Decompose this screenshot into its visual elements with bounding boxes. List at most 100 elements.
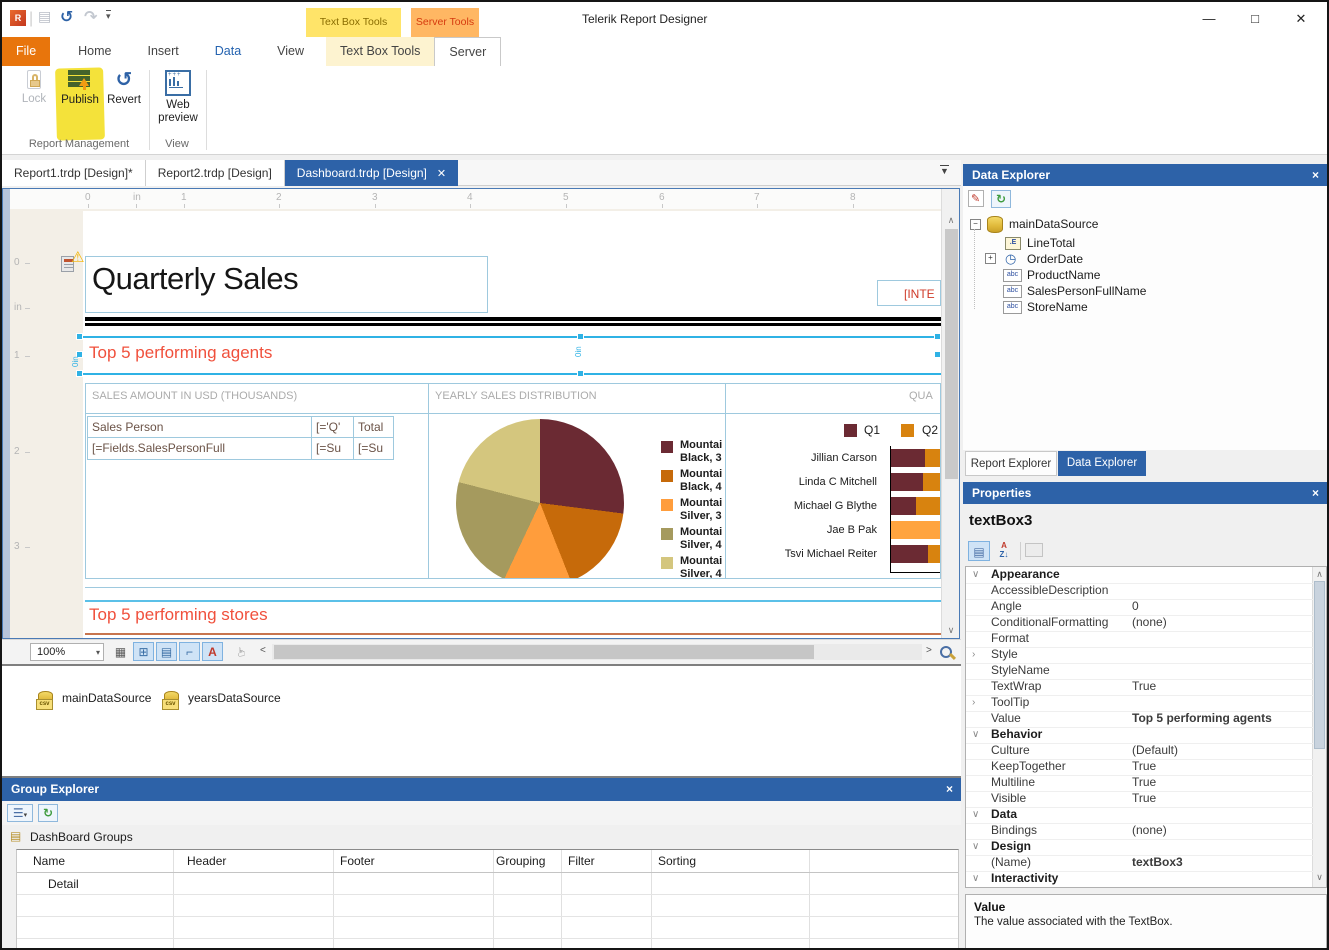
- property-row[interactable]: ›Style: [966, 647, 1314, 664]
- close-icon[interactable]: ×: [946, 778, 953, 800]
- group-table[interactable]: Detail NameHeaderFooterGroupingFilterSor…: [16, 849, 959, 950]
- selection-handle[interactable]: [934, 333, 941, 340]
- property-grid[interactable]: ∧ ∨ ∨AppearanceAccessibleDescriptionAngl…: [965, 566, 1327, 888]
- scrollbar-thumb[interactable]: [274, 645, 814, 659]
- table-header-cell[interactable]: Total: [353, 416, 394, 438]
- property-value[interactable]: True: [1132, 759, 1156, 774]
- property-row[interactable]: ›ToolTip: [966, 695, 1314, 712]
- edit-datasource-icon[interactable]: ✎: [968, 190, 984, 207]
- ribbon-tab-file[interactable]: File: [2, 37, 50, 66]
- redo-icon[interactable]: ↷: [84, 7, 97, 27]
- property-value[interactable]: (none): [1132, 615, 1167, 630]
- scroll-left-icon[interactable]: <: [260, 645, 266, 656]
- selection-handle[interactable]: [76, 370, 83, 377]
- tab-data-explorer[interactable]: Data Explorer: [1058, 451, 1146, 476]
- property-category-row[interactable]: ∨Interactivity: [966, 871, 1314, 888]
- chevron-down-icon[interactable]: ∨: [972, 807, 979, 822]
- interactive-textbox[interactable]: [INTE: [877, 280, 941, 306]
- property-category-row[interactable]: ∨Behavior: [966, 727, 1314, 744]
- ribbon-tab-home[interactable]: Home: [64, 37, 125, 66]
- property-value[interactable]: True: [1132, 791, 1156, 806]
- property-row[interactable]: Culture(Default): [966, 743, 1314, 760]
- sales-table-panel[interactable]: Sales Person [='Q' Total [=Fields.SalesP…: [85, 413, 429, 579]
- tree-node-root[interactable]: mainDataSource: [1009, 217, 1098, 231]
- property-value[interactable]: textBox3: [1132, 855, 1183, 870]
- scrollbar-thumb[interactable]: [1314, 581, 1325, 749]
- scroll-down-icon[interactable]: ∨: [1313, 872, 1326, 883]
- maximize-button[interactable]: □: [1240, 8, 1270, 30]
- property-value[interactable]: (none): [1132, 823, 1167, 838]
- selection-handle[interactable]: [577, 370, 584, 377]
- scroll-up-icon[interactable]: ∧: [1313, 569, 1326, 580]
- canvas-vertical-scrollbar[interactable]: ∧ ∨: [941, 189, 960, 639]
- ruler-icon[interactable]: ⌐: [179, 642, 200, 661]
- close-icon[interactable]: ×: [1312, 482, 1319, 504]
- property-row[interactable]: (Name)textBox3: [966, 855, 1314, 872]
- ribbon-tab-insert[interactable]: Insert: [134, 37, 193, 66]
- document-tab[interactable]: Report2.trdp [Design]: [146, 160, 285, 186]
- document-tab[interactable]: Report1.trdp [Design]*: [2, 160, 146, 186]
- sales-table-panel-header[interactable]: SALES AMOUNT IN USD (THOUSANDS): [85, 383, 429, 414]
- property-row[interactable]: Format: [966, 631, 1314, 648]
- grid-icon[interactable]: ▦: [110, 642, 131, 661]
- properties-scrollbar[interactable]: ∧ ∨: [1312, 567, 1326, 887]
- page-layout-icon[interactable]: ▤: [156, 642, 177, 661]
- selection-handle[interactable]: [76, 333, 83, 340]
- selection-handle[interactable]: [577, 333, 584, 340]
- property-row[interactable]: Bindings(none): [966, 823, 1314, 840]
- close-icon[interactable]: ×: [1312, 164, 1319, 186]
- refresh-icon[interactable]: ↻: [991, 190, 1011, 208]
- font-marker-icon[interactable]: A: [202, 642, 223, 661]
- property-value[interactable]: 0: [1132, 599, 1139, 614]
- minimize-button[interactable]: —: [1194, 8, 1224, 30]
- bar-panel-header[interactable]: QUA: [725, 383, 941, 414]
- agents-heading-textbox[interactable]: Top 5 performing agents: [89, 343, 272, 363]
- tray-item-years-datasource[interactable]: csv yearsDataSource: [164, 690, 284, 708]
- tree-node-field[interactable]: OrderDate: [1027, 252, 1083, 266]
- ribbon-tab-data[interactable]: Data: [201, 37, 255, 66]
- canvas-horizontal-scrollbar[interactable]: [272, 644, 922, 660]
- undo-icon[interactable]: ↺: [60, 7, 73, 27]
- property-category-row[interactable]: ∨Appearance: [966, 567, 1314, 584]
- customize-quick-access-icon[interactable]: ▾: [106, 10, 111, 21]
- close-button[interactable]: ✕: [1286, 8, 1316, 30]
- property-row[interactable]: ConditionalFormatting(none): [966, 615, 1314, 632]
- ribbon-tab-view[interactable]: View: [263, 37, 318, 66]
- tree-node-field[interactable]: StoreName: [1027, 300, 1088, 314]
- selection-handle[interactable]: [934, 351, 941, 358]
- table-data-cell[interactable]: [=Su: [353, 437, 394, 460]
- property-row[interactable]: AccessibleDescription: [966, 583, 1314, 600]
- property-value[interactable]: Top 5 performing agents: [1132, 711, 1272, 726]
- chevron-down-icon[interactable]: ∨: [972, 567, 979, 582]
- zoom-magnifier-icon[interactable]: [940, 646, 952, 658]
- group-view-mode-icon[interactable]: ☰▾: [7, 804, 33, 822]
- property-row[interactable]: TextWrapTrue: [966, 679, 1314, 696]
- publish-button[interactable]: Publish: [58, 70, 102, 106]
- property-row[interactable]: MultilineTrue: [966, 775, 1314, 792]
- table-data-cell[interactable]: [=Su: [311, 437, 354, 460]
- categorized-view-icon[interactable]: ▤: [968, 541, 990, 561]
- group-row-detail[interactable]: Detail: [48, 877, 79, 891]
- alphabetical-sort-icon[interactable]: A Z↓: [993, 541, 1015, 561]
- scrollbar-thumb[interactable]: [945, 229, 958, 479]
- property-row[interactable]: StyleName: [966, 663, 1314, 680]
- pie-panel-header[interactable]: YEARLY SALES DISTRIBUTION: [428, 383, 726, 414]
- tree-node-field[interactable]: LineTotal: [1027, 236, 1075, 250]
- pan-icon[interactable]: ☞: [231, 642, 252, 661]
- refresh-icon[interactable]: ↻: [38, 804, 58, 822]
- tab-list-menu-icon[interactable]: ▼: [940, 165, 949, 176]
- collapse-expander-icon[interactable]: −: [970, 219, 981, 230]
- table-data-cell[interactable]: [=Fields.SalesPersonFull: [87, 437, 312, 460]
- tab-report-explorer[interactable]: Report Explorer: [965, 451, 1057, 476]
- save-icon[interactable]: ▤: [38, 8, 51, 25]
- chevron-right-icon[interactable]: ›: [972, 647, 975, 662]
- property-row[interactable]: KeepTogetherTrue: [966, 759, 1314, 776]
- bar-chart-panel[interactable]: Q1 Q2 Jillian CarsonLinda C MitchellMich…: [725, 413, 941, 579]
- tree-node-field[interactable]: SalesPersonFullName: [1027, 284, 1146, 298]
- property-row[interactable]: ValueTop 5 performing agents: [966, 711, 1314, 728]
- ribbon-tab-text-box-tools[interactable]: Text Box Tools: [326, 37, 434, 66]
- pie-chart-panel[interactable]: MountaiBlack, 3MountaiBlack, 4MountaiSil…: [428, 413, 726, 579]
- property-value[interactable]: True: [1132, 679, 1156, 694]
- web-preview-button[interactable]: +++ Web preview: [154, 70, 202, 125]
- property-value[interactable]: (Default): [1132, 743, 1178, 758]
